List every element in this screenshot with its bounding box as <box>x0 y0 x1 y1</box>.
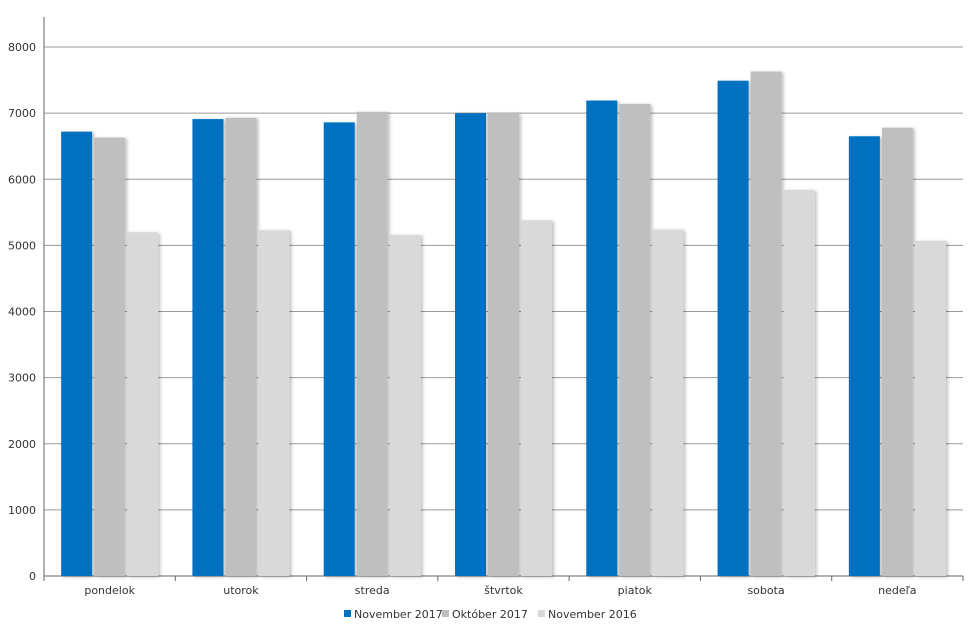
x-category-label: piatok <box>618 584 653 597</box>
legend: November 2017 Október 2017 November 2016 <box>344 608 637 621</box>
bar-2-4 <box>488 113 519 576</box>
x-category-label: utorok <box>223 584 259 597</box>
bar-1-3 <box>323 122 355 576</box>
x-category-label: pondelok <box>84 584 135 597</box>
bar-3-5 <box>652 229 684 576</box>
legend-label: November 2016 <box>548 608 637 621</box>
y-tick-label: 6000 <box>8 173 36 186</box>
bar-2-3 <box>356 111 388 577</box>
y-tick-label: 8000 <box>8 41 36 54</box>
x-category-label: sobota <box>747 584 784 597</box>
legend-swatch <box>344 610 351 617</box>
legend-item[interactable]: November 2017 <box>344 608 443 621</box>
bar-1-4 <box>455 113 486 576</box>
y-tick-label: 4000 <box>8 306 36 319</box>
bar-3-3 <box>389 234 421 577</box>
y-tick-label: 7000 <box>8 107 36 120</box>
bar-1-5 <box>586 100 618 576</box>
legend-label: Október 2017 <box>452 608 528 621</box>
y-tick-label: 1000 <box>8 504 36 517</box>
y-tick-label: 5000 <box>8 239 36 252</box>
bar-2-7 <box>881 127 913 577</box>
legend-label: November 2017 <box>354 608 443 621</box>
legend-item[interactable]: November 2016 <box>538 608 637 621</box>
bar-3-4 <box>521 220 552 576</box>
bar-3-7 <box>914 240 946 576</box>
bar-1-6 <box>717 80 749 576</box>
y-tick-label: 2000 <box>8 438 36 451</box>
bars <box>61 71 946 577</box>
bar-1-7 <box>848 136 880 577</box>
axis-labels: 0 1000 2000 3000 4000 5000 6000 7000 8000 pondelo… <box>8 41 917 597</box>
bar-2-5 <box>619 103 651 577</box>
legend-item[interactable]: Október 2017 <box>442 608 528 621</box>
bar-3-6 <box>783 189 815 576</box>
x-category-label: nedeľa <box>878 584 916 597</box>
y-tick-label: 0 <box>29 570 36 583</box>
x-category-label: štvrtok <box>484 584 523 597</box>
y-tick-label: 3000 <box>8 372 36 385</box>
bar-1-2 <box>192 119 224 577</box>
legend-swatch <box>442 610 449 617</box>
bar-1-1 <box>61 131 93 576</box>
bar-3-2 <box>258 230 290 576</box>
bar-2-1 <box>94 137 126 576</box>
bar-2-2 <box>225 117 257 576</box>
bar-3-1 <box>127 232 159 576</box>
bar-2-6 <box>750 71 782 576</box>
x-category-label: streda <box>355 584 390 597</box>
legend-swatch <box>538 610 545 617</box>
